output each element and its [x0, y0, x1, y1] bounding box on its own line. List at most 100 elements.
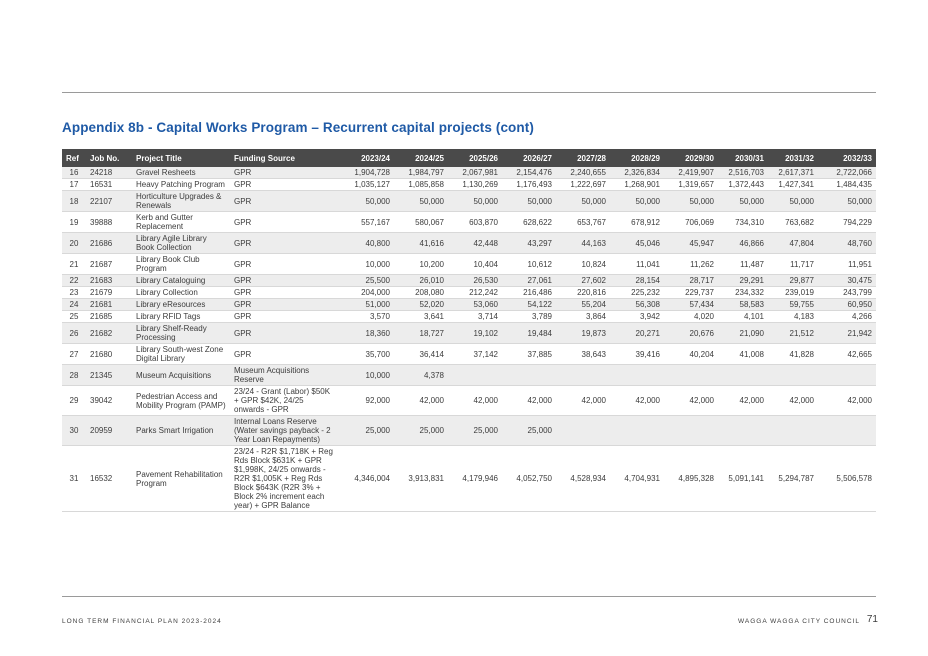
cell-amount: 41,008 — [718, 343, 768, 365]
cell-amount: 42,000 — [718, 385, 768, 416]
cell-funding-source: GPR — [230, 274, 340, 287]
cell-amount: 42,000 — [502, 385, 556, 416]
cell-amount: 57,434 — [664, 298, 718, 311]
cell-amount: 3,942 — [610, 310, 664, 323]
cell-amount: 50,000 — [556, 190, 610, 212]
cell-amount: 1,268,901 — [610, 178, 664, 191]
cell-amount — [610, 415, 664, 446]
cell-amount: 2,240,655 — [556, 167, 610, 179]
cell-project-title: Parks Smart Irrigation — [132, 415, 230, 446]
cell-amount: 52,020 — [394, 298, 448, 311]
cell-funding-source: Museum Acquisitions Reserve — [230, 364, 340, 386]
cell-amount: 628,622 — [502, 211, 556, 233]
cell-amount: 4,101 — [718, 310, 768, 323]
cell-amount: 204,000 — [340, 286, 394, 299]
cell-project-title: Kerb and Gutter Replacement — [132, 211, 230, 233]
cell-amount: 2,516,703 — [718, 167, 768, 179]
header-year: 2025/26 — [448, 149, 502, 167]
cell-amount: 21,512 — [768, 322, 818, 344]
table-row: 20 21686 Library Agile Library Book Collec… — [62, 232, 876, 254]
cell-amount: 239,019 — [768, 286, 818, 299]
cell-amount: 41,616 — [394, 232, 448, 254]
cell-amount: 55,204 — [556, 298, 610, 311]
cell-amount: 50,000 — [448, 190, 502, 212]
cell-amount: 28,717 — [664, 274, 718, 287]
cell-amount: 678,912 — [610, 211, 664, 233]
cell-amount: 557,167 — [340, 211, 394, 233]
cell-ref: 16 — [62, 167, 86, 179]
header-year: 2029/30 — [664, 149, 718, 167]
cell-ref: 17 — [62, 178, 86, 191]
cell-amount: 35,700 — [340, 343, 394, 365]
cell-amount: 1,484,435 — [818, 178, 876, 191]
cell-amount — [818, 364, 876, 386]
cell-ref: 25 — [62, 310, 86, 323]
cell-funding-source: GPR — [230, 167, 340, 179]
cell-funding-source: GPR — [230, 343, 340, 365]
cell-amount: 42,000 — [394, 385, 448, 416]
cell-amount: 19,102 — [448, 322, 502, 344]
cell-amount: 42,448 — [448, 232, 502, 254]
cell-amount: 29,877 — [768, 274, 818, 287]
cell-funding-source: GPR — [230, 286, 340, 299]
cell-amount: 10,000 — [340, 364, 394, 386]
cell-ref: 20 — [62, 232, 86, 254]
header-year: 2026/27 — [502, 149, 556, 167]
cell-project-title: Museum Acquisitions — [132, 364, 230, 386]
header-year: 2032/33 — [818, 149, 876, 167]
cell-amount: 4,183 — [768, 310, 818, 323]
cell-project-title: Gravel Resheets — [132, 167, 230, 179]
cell-ref: 21 — [62, 253, 86, 275]
cell-amount: 4,179,946 — [448, 445, 502, 512]
cell-ref: 24 — [62, 298, 86, 311]
cell-amount: 2,067,981 — [448, 167, 502, 179]
cell-amount: 220,816 — [556, 286, 610, 299]
cell-amount: 1,427,341 — [768, 178, 818, 191]
cell-amount: 27,061 — [502, 274, 556, 287]
cell-amount — [610, 364, 664, 386]
cell-amount: 25,500 — [340, 274, 394, 287]
cell-amount: 225,232 — [610, 286, 664, 299]
cell-project-title: Library RFID Tags — [132, 310, 230, 323]
header-year: 2028/29 — [610, 149, 664, 167]
cell-amount: 42,000 — [610, 385, 664, 416]
cell-amount: 28,154 — [610, 274, 664, 287]
cell-amount: 10,200 — [394, 253, 448, 275]
header-year: 2024/25 — [394, 149, 448, 167]
table-row: 26 21682 Library Shelf-Ready Processing GPR… — [62, 322, 876, 344]
cell-job-no: 16532 — [86, 445, 132, 512]
cell-amount: 4,528,934 — [556, 445, 610, 512]
cell-ref: 18 — [62, 190, 86, 212]
cell-funding-source: GPR — [230, 211, 340, 233]
cell-amount: 30,475 — [818, 274, 876, 287]
cell-amount: 27,602 — [556, 274, 610, 287]
cell-job-no: 21687 — [86, 253, 132, 275]
cell-amount: 794,229 — [818, 211, 876, 233]
cell-amount: 10,612 — [502, 253, 556, 275]
cell-amount: 1,035,127 — [340, 178, 394, 191]
cell-amount: 2,419,907 — [664, 167, 718, 179]
header-year: 2023/24 — [340, 149, 394, 167]
cell-project-title: Pedestrian Access and Mobility Program (… — [132, 385, 230, 416]
cell-funding-source: GPR — [230, 310, 340, 323]
cell-amount: 229,737 — [664, 286, 718, 299]
cell-job-no: 21681 — [86, 298, 132, 311]
cell-amount: 243,799 — [818, 286, 876, 299]
cell-amount: 50,000 — [340, 190, 394, 212]
cell-amount: 50,000 — [664, 190, 718, 212]
cell-amount: 40,204 — [664, 343, 718, 365]
table-row: 27 21680 Library South-west Zone Digital L… — [62, 343, 876, 365]
cell-amount: 234,332 — [718, 286, 768, 299]
cell-amount: 50,000 — [818, 190, 876, 212]
cell-amount: 37,885 — [502, 343, 556, 365]
cell-job-no: 20959 — [86, 415, 132, 446]
header-ref: Ref — [62, 149, 86, 167]
cell-amount: 1,319,657 — [664, 178, 718, 191]
cell-amount: 2,154,476 — [502, 167, 556, 179]
table-row: 22 21683 Library Cataloguing GPR 25,500 26,01… — [62, 274, 876, 287]
cell-amount: 45,947 — [664, 232, 718, 254]
cell-amount: 734,310 — [718, 211, 768, 233]
cell-amount: 1,904,728 — [340, 167, 394, 179]
header-project-title: Project Title — [132, 149, 230, 167]
bottom-divider — [62, 596, 876, 597]
